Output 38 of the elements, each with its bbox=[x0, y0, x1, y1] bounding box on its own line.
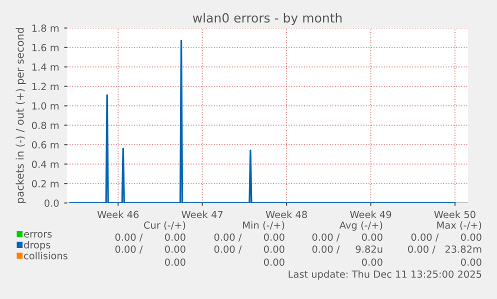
y-tick-label: 0.4 m bbox=[32, 160, 59, 168]
legend-label: drops bbox=[24, 240, 50, 250]
y-tick-label: 0.2 m bbox=[32, 180, 59, 188]
y-tick-label: 1.6 m bbox=[32, 44, 59, 52]
legend-label: collisions bbox=[24, 252, 68, 260]
text: 0.00 / 0.00 bbox=[115, 233, 186, 242]
y-tick-label: 1.4 m bbox=[32, 63, 59, 71]
text: 0.00 / 0.00 bbox=[411, 233, 482, 242]
text: 0.00 bbox=[362, 258, 382, 266]
text: 0.00 / 0.00 bbox=[115, 245, 186, 254]
text: Min (-/+) bbox=[243, 221, 284, 230]
text: 0.00 / 23.82m bbox=[408, 245, 482, 254]
y-tick-label: 0.0 bbox=[44, 199, 59, 207]
text: 0.00 bbox=[264, 258, 284, 266]
text: 0.00 / 9.82u bbox=[312, 245, 382, 254]
legend-label: errors bbox=[24, 232, 52, 238]
x-tick-label: Week 48 bbox=[266, 210, 307, 218]
y-tick-label: 1.8 m bbox=[32, 24, 59, 32]
y-tick-label: 1.0 m bbox=[32, 102, 59, 110]
y-tick-label: 0.8 m bbox=[32, 122, 59, 130]
chart-title: wlan0 errors - by month bbox=[192, 12, 342, 26]
text: 0.00 bbox=[460, 258, 482, 266]
y-tick-label: 1.2 m bbox=[32, 82, 59, 90]
text: 0.00 / 0.00 bbox=[312, 233, 382, 242]
x-tick-label: Week 46 bbox=[97, 210, 139, 218]
text: 0.00 / 0.00 bbox=[214, 245, 284, 254]
y-axis-title: packets in (-) / out (+) per second bbox=[16, 28, 26, 203]
text: 0.00 / 0.00 bbox=[214, 233, 284, 242]
x-tick-label: Week 49 bbox=[350, 210, 392, 218]
y-tick-label: 0.6 m bbox=[32, 141, 59, 148]
text: Avg (-/+) bbox=[339, 221, 382, 231]
text: Last update: Thu Dec 11 13:25:00 2025 bbox=[288, 270, 482, 280]
x-tick-label: Week 47 bbox=[182, 210, 223, 218]
text: 0.00 bbox=[164, 258, 186, 266]
text: Max (-/+) bbox=[437, 221, 482, 230]
x-tick-label: Week 50 bbox=[434, 210, 476, 218]
text: Cur (-/+) bbox=[144, 221, 186, 230]
line-series bbox=[69, 40, 456, 203]
